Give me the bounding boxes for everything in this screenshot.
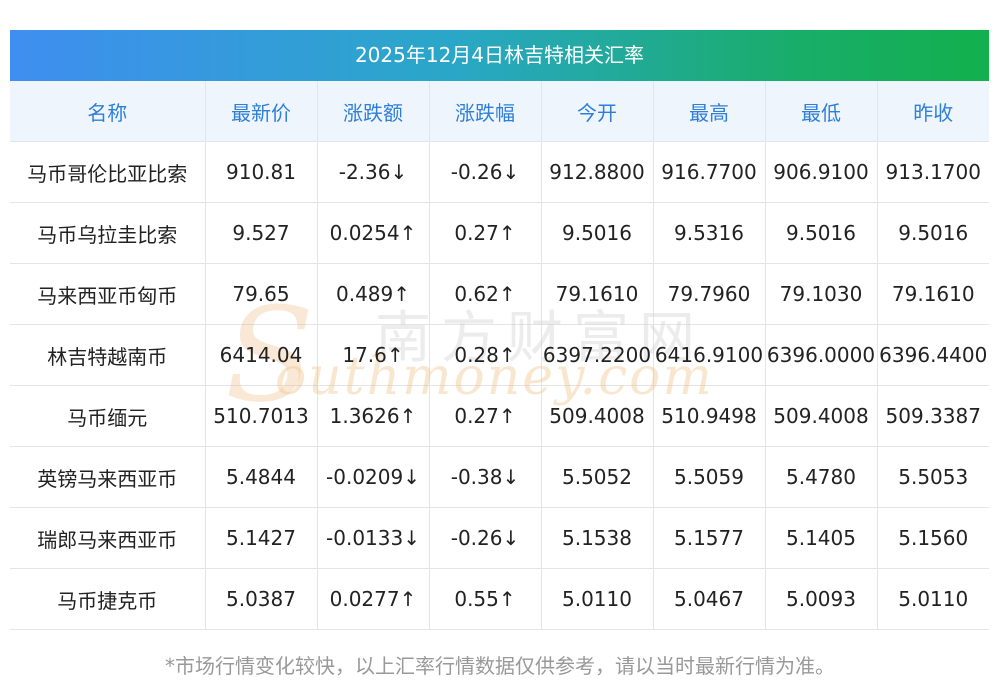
change-percent: 0.27↑ — [429, 202, 542, 264]
change-percent: 0.28↑ — [429, 324, 542, 386]
rate-table-container: 2025年12月4日林吉特相关汇率 名称 最新价 涨跌额 涨跌幅 今开 最高 最… — [10, 30, 989, 630]
column-header-open: 今开 — [541, 81, 654, 142]
latest-price: 9.527 — [205, 202, 318, 264]
change-amount: -0.0133↓ — [317, 507, 430, 569]
currency-pair-name: 马币捷克币 — [10, 568, 206, 630]
change-percent: -0.26↓ — [429, 141, 542, 203]
currency-pair-name: 马来西亚币匈币 — [10, 263, 206, 325]
table-row: 马币乌拉圭比索 9.527 0.0254↑ 0.27↑ 9.5016 9.531… — [10, 202, 989, 264]
change-amount: 1.3626↑ — [317, 385, 430, 447]
table-row: 林吉特越南币 6414.04 17.6↑ 0.28↑ 6397.2200 641… — [10, 324, 989, 386]
high-price: 5.5059 — [653, 446, 766, 508]
low-price: 6396.0000 — [765, 324, 878, 386]
change-amount: 0.0277↑ — [317, 568, 430, 630]
latest-price: 79.65 — [205, 263, 318, 325]
column-header-change-pct: 涨跌幅 — [429, 81, 542, 142]
column-header-latest: 最新价 — [205, 81, 318, 142]
prev-close-price: 5.0110 — [877, 568, 989, 630]
change-amount: 0.489↑ — [317, 263, 430, 325]
currency-pair-name: 林吉特越南币 — [10, 324, 206, 386]
table-row: 马币哥伦比亚比索 910.81 -2.36↓ -0.26↓ 912.8800 9… — [10, 141, 989, 203]
change-amount: -0.0209↓ — [317, 446, 430, 508]
low-price: 5.1405 — [765, 507, 878, 569]
column-header-change: 涨跌额 — [317, 81, 430, 142]
low-price: 5.4780 — [765, 446, 878, 508]
table-row: 马币缅元 510.7013 1.3626↑ 0.27↑ 509.4008 510… — [10, 385, 989, 447]
high-price: 6416.9100 — [653, 324, 766, 386]
prev-close-price: 509.3387 — [877, 385, 989, 447]
latest-price: 5.0387 — [205, 568, 318, 630]
change-amount: -2.36↓ — [317, 141, 430, 203]
open-price: 5.1538 — [541, 507, 654, 569]
open-price: 912.8800 — [541, 141, 654, 203]
latest-price: 510.7013 — [205, 385, 318, 447]
prev-close-price: 913.1700 — [877, 141, 989, 203]
prev-close-price: 79.1610 — [877, 263, 989, 325]
open-price: 9.5016 — [541, 202, 654, 264]
high-price: 79.7960 — [653, 263, 766, 325]
low-price: 5.0093 — [765, 568, 878, 630]
change-percent: 0.27↑ — [429, 385, 542, 447]
open-price: 509.4008 — [541, 385, 654, 447]
open-price: 5.0110 — [541, 568, 654, 630]
high-price: 5.1577 — [653, 507, 766, 569]
currency-pair-name: 英镑马来西亚币 — [10, 446, 206, 508]
latest-price: 5.1427 — [205, 507, 318, 569]
high-price: 5.0467 — [653, 568, 766, 630]
high-price: 9.5316 — [653, 202, 766, 264]
low-price: 906.9100 — [765, 141, 878, 203]
open-price: 79.1610 — [541, 263, 654, 325]
latest-price: 910.81 — [205, 141, 318, 203]
rates-table: 名称 最新价 涨跌额 涨跌幅 今开 最高 最低 昨收 马币哥伦比亚比索 910.… — [10, 81, 989, 630]
table-row: 马币捷克币 5.0387 0.0277↑ 0.55↑ 5.0110 5.0467… — [10, 568, 989, 630]
currency-pair-name: 瑞郎马来西亚币 — [10, 507, 206, 569]
change-amount: 0.0254↑ — [317, 202, 430, 264]
prev-close-price: 5.1560 — [877, 507, 989, 569]
column-header-low: 最低 — [765, 81, 878, 142]
low-price: 509.4008 — [765, 385, 878, 447]
column-header-high: 最高 — [653, 81, 766, 142]
open-price: 5.5052 — [541, 446, 654, 508]
change-percent: 0.55↑ — [429, 568, 542, 630]
high-price: 916.7700 — [653, 141, 766, 203]
change-percent: -0.38↓ — [429, 446, 542, 508]
change-amount: 17.6↑ — [317, 324, 430, 386]
currency-pair-name: 马币哥伦比亚比索 — [10, 141, 206, 203]
high-price: 510.9498 — [653, 385, 766, 447]
prev-close-price: 5.5053 — [877, 446, 989, 508]
low-price: 79.1030 — [765, 263, 878, 325]
change-percent: -0.26↓ — [429, 507, 542, 569]
column-header-prev-close: 昨收 — [877, 81, 989, 142]
currency-pair-name: 马币乌拉圭比索 — [10, 202, 206, 264]
table-row: 瑞郎马来西亚币 5.1427 -0.0133↓ -0.26↓ 5.1538 5.… — [10, 507, 989, 569]
latest-price: 5.4844 — [205, 446, 318, 508]
table-row: 英镑马来西亚币 5.4844 -0.0209↓ -0.38↓ 5.5052 5.… — [10, 446, 989, 508]
header-row: 名称 最新价 涨跌额 涨跌幅 今开 最高 最低 昨收 — [10, 81, 989, 142]
change-percent: 0.62↑ — [429, 263, 542, 325]
table-title: 2025年12月4日林吉特相关汇率 — [10, 30, 989, 81]
prev-close-price: 9.5016 — [877, 202, 989, 264]
low-price: 9.5016 — [765, 202, 878, 264]
latest-price: 6414.04 — [205, 324, 318, 386]
disclaimer-footnote: *市场行情变化较快，以上汇率行情数据仅供参考，请以当时最新行情为准。 — [165, 654, 835, 678]
table-row: 马来西亚币匈币 79.65 0.489↑ 0.62↑ 79.1610 79.79… — [10, 263, 989, 325]
column-header-name: 名称 — [10, 81, 206, 142]
currency-pair-name: 马币缅元 — [10, 385, 206, 447]
prev-close-price: 6396.4400 — [877, 324, 989, 386]
open-price: 6397.2200 — [541, 324, 654, 386]
